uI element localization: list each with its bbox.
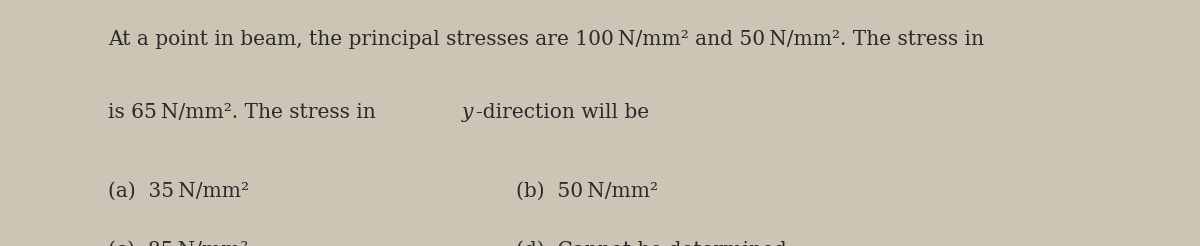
Text: (c)  85 N/mm²: (c) 85 N/mm² [108, 241, 248, 246]
Text: y: y [462, 103, 473, 122]
Text: At a point in beam, the principal stresses are 100 N/mm² and 50 N/mm². The stres: At a point in beam, the principal stress… [108, 30, 990, 48]
Text: (d)  Cannot be determined: (d) Cannot be determined [516, 241, 787, 246]
Text: (a)  35 N/mm²: (a) 35 N/mm² [108, 182, 250, 201]
Text: -direction will be: -direction will be [476, 103, 649, 122]
Text: is 65 N/mm². The stress in: is 65 N/mm². The stress in [108, 103, 382, 122]
Text: (b)  50 N/mm²: (b) 50 N/mm² [516, 182, 658, 201]
